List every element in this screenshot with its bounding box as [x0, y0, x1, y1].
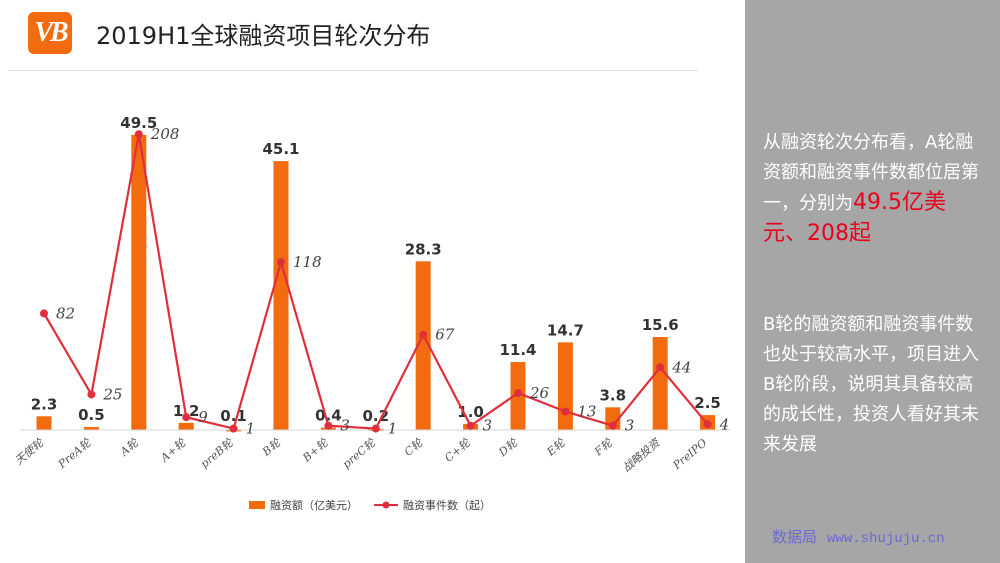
legend-bar-label: 融资额（亿美元） — [270, 499, 358, 512]
line-point — [324, 421, 333, 430]
line-value-label: 118 — [293, 253, 322, 271]
line-value-label: 3 — [340, 417, 350, 435]
bar — [273, 161, 289, 430]
legend-bar-swatch — [249, 501, 265, 509]
x-tick-label: PreA轮 — [55, 436, 94, 472]
line-value-label: 25 — [102, 385, 122, 403]
line-value-label: 3 — [483, 417, 493, 435]
line-point — [277, 258, 285, 267]
highlight-count: 208起 — [807, 221, 872, 246]
x-tick-label: B轮 — [259, 436, 284, 460]
bar — [178, 422, 194, 430]
line-point — [371, 424, 380, 433]
x-tick-label: preB轮 — [198, 436, 236, 471]
line-point — [561, 407, 570, 416]
brand-logo: VB — [28, 12, 72, 54]
bar-value-label: 28.3 — [405, 240, 442, 258]
line-point — [87, 390, 96, 399]
line-point — [608, 421, 617, 430]
line-value-label: 1 — [246, 420, 256, 438]
bar-value-label: 2.5 — [694, 394, 721, 412]
bar-value-label: 1.0 — [457, 403, 484, 421]
line-value-label: 26 — [529, 384, 550, 402]
x-tick-label: preC轮 — [340, 436, 378, 471]
bar-value-label: 11.4 — [499, 341, 536, 359]
bar-value-label: 0.5 — [78, 406, 105, 424]
line-value-label: 3 — [625, 417, 635, 435]
legend-line-label: 融资事件数（起） — [403, 499, 491, 512]
commentary-paragraph-1: 从融资轮次分布看，A轮融资额和融资事件数都位居第一，分别为49.5亿美元、208… — [763, 128, 988, 250]
line-point — [703, 420, 712, 429]
x-tick-label: D轮 — [496, 436, 521, 460]
bar — [83, 427, 99, 430]
bar-value-label: 0.4 — [315, 407, 342, 425]
bar-value-label: 3.8 — [600, 386, 627, 404]
chart-legend: 融资额（亿美元） 融资事件数（起） — [249, 499, 491, 512]
bar-value-label: 0.1 — [220, 407, 247, 425]
x-tick-label: 天使轮 — [12, 436, 46, 468]
bar — [652, 337, 668, 430]
x-tick-label: C轮 — [402, 436, 426, 459]
line-point — [229, 424, 238, 433]
bar-value-label: 49.5 — [120, 114, 157, 132]
highlight-separator: 、 — [785, 221, 808, 246]
x-tick-label: PreIPO — [670, 436, 710, 472]
title-divider — [8, 70, 698, 71]
bar-value-label: 15.6 — [642, 316, 679, 334]
line-value-label: 208 — [150, 125, 180, 143]
commentary-panel: 从融资轮次分布看，A轮融资额和融资事件数都位居第一，分别为49.5亿美元、208… — [745, 0, 1000, 563]
bar — [36, 416, 52, 430]
line-point — [134, 130, 143, 139]
bar-value-label: 14.7 — [547, 321, 584, 339]
line-value-label: 1 — [388, 420, 398, 438]
x-tick-label: 战略投资 — [620, 435, 664, 475]
bar-value-label: 45.1 — [262, 140, 299, 158]
commentary-1-text: 从融资轮次分布看，A轮融资额和融资事件数都位居第一，分别为 — [763, 132, 979, 214]
watermark-name: 数据局 — [772, 530, 818, 546]
x-tick-label: C+轮 — [442, 436, 473, 465]
line-value-label: 13 — [577, 403, 596, 421]
line-point — [40, 309, 48, 318]
line-point — [419, 330, 428, 339]
chart-area: 2.30.549.51.2 0.145.10.4 0.228.31.011.414.… — [12, 114, 730, 512]
line-value-label: 4 — [719, 415, 730, 433]
bar — [131, 134, 147, 430]
highlight-amount: 49.5亿美元 — [763, 190, 946, 246]
line-point — [514, 389, 522, 398]
bar — [415, 261, 431, 430]
line-point — [182, 413, 191, 422]
bar — [557, 342, 573, 430]
line-value-label: 82 — [56, 304, 75, 322]
x-tick-label: F轮 — [591, 436, 615, 459]
x-tick-label: B+轮 — [300, 436, 332, 465]
line-value-label: 44 — [671, 358, 691, 376]
bar-value-label: 0.2 — [363, 407, 390, 425]
line-point — [656, 363, 665, 372]
line-value-label: 67 — [435, 326, 455, 344]
legend-line-marker — [382, 501, 390, 509]
line-point — [466, 421, 475, 430]
x-tick-label: A+轮 — [157, 436, 188, 465]
bar-value-label: 2.3 — [31, 395, 58, 413]
x-tick-label: E轮 — [544, 436, 568, 459]
watermark: 数据局 www.shujuju.cn — [772, 526, 945, 547]
x-tick-label: A轮 — [117, 436, 141, 459]
line-value-label: 9 — [198, 408, 208, 426]
page-title: 2019H1全球融资项目轮次分布 — [96, 22, 431, 50]
commentary-paragraph-2: B轮的融资额和融资事件数也处于较高水平，项目进入B轮阶段，说明其具备较高的成长性… — [763, 314, 979, 455]
watermark-url: www.shujuju.cn — [827, 531, 945, 547]
